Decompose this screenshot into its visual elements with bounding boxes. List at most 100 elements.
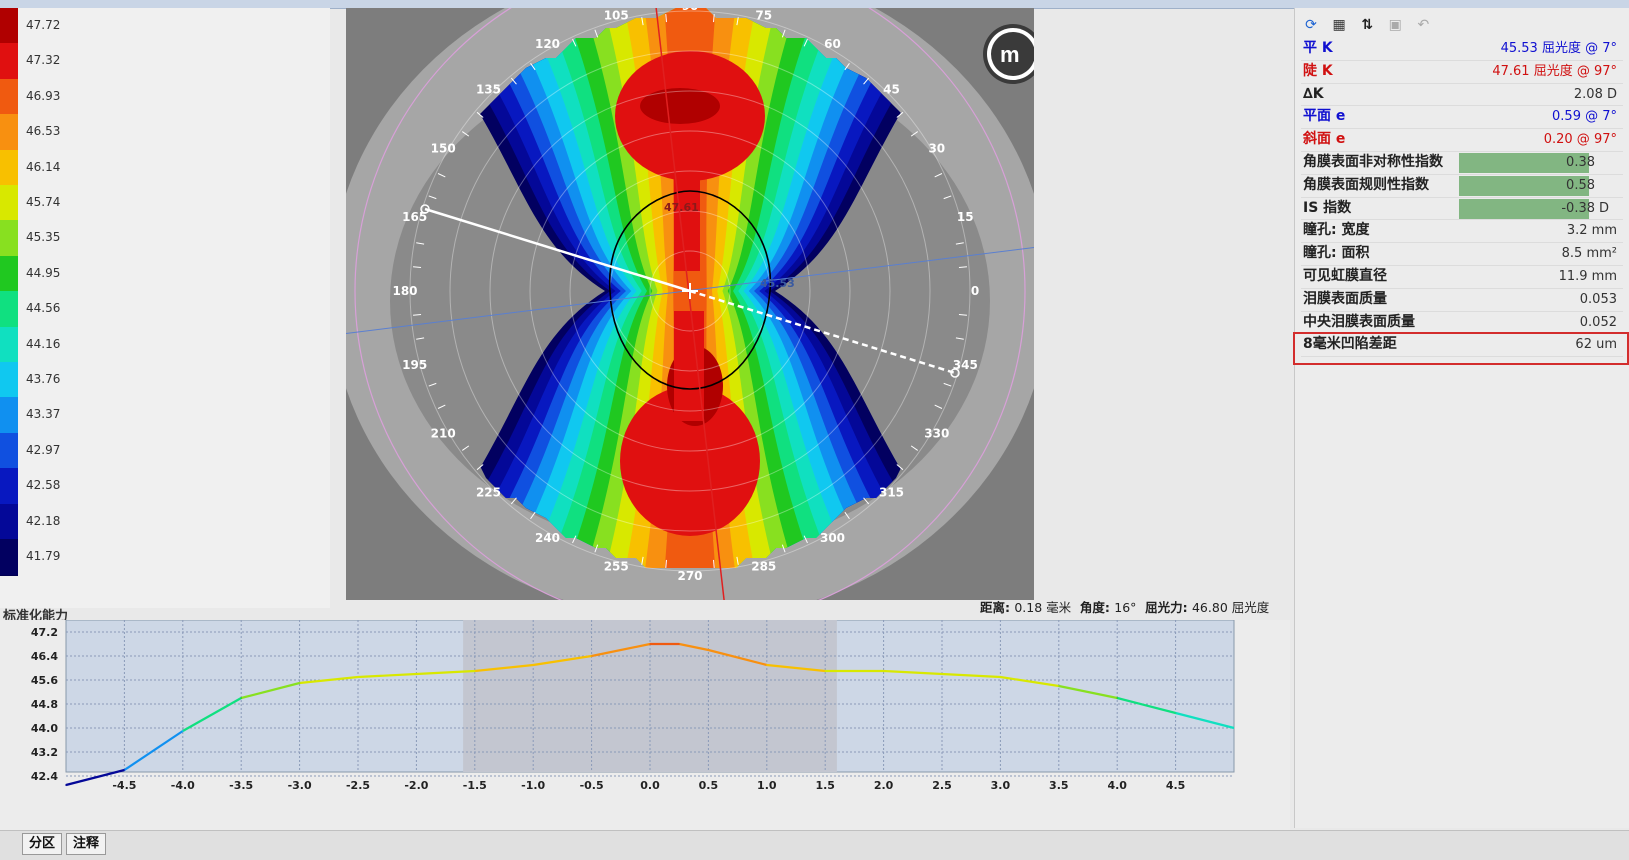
legend-entry: 42.18	[0, 503, 330, 541]
profile-point	[941, 673, 943, 675]
undo-icon[interactable]: ↶	[1417, 17, 1430, 33]
metrics-table: 平 K 45.53 屈光度 @ 7° 陡 K 47.61 屈光度 @ 97° ∆K 2.0…	[1293, 38, 1629, 366]
angle-label: 225	[476, 486, 501, 500]
metric-label: 角膜表面非对称性指数	[1303, 153, 1443, 170]
profile-point	[707, 649, 710, 651]
legend-value: 44.16	[26, 336, 61, 351]
legend-value: 42.58	[26, 478, 61, 493]
angle-label: 0	[971, 284, 979, 298]
x-tick-label: -1.0	[521, 779, 545, 792]
angle-label: 30	[928, 142, 945, 156]
profile-segment	[1058, 684, 1118, 700]
profile-point	[1174, 712, 1177, 714]
legend-value: 46.14	[26, 159, 61, 174]
metric-value: 2.08 D	[1573, 86, 1617, 102]
legend-value: 43.76	[26, 372, 61, 386]
profile-segment	[182, 697, 242, 732]
angle-label: 60	[824, 37, 841, 51]
legend-entry: 41.79	[0, 539, 330, 576]
profile-chart[interactable]: -4.5 -4.0 -3.5 -3.0 -2.5 -2.0 -1.5 -1.0 -0.5 0.0 0…	[0, 619, 1290, 830]
metric-bar	[1459, 152, 1589, 173]
metric-row: 8毫米凹陷差距 62 um	[1293, 332, 1629, 366]
x-tick-label: 3.0	[991, 779, 1011, 792]
legend-entry: 46.14	[0, 149, 330, 187]
legend-value: 44.56	[26, 301, 61, 316]
x-tick-label: -3.5	[229, 779, 253, 792]
angle-label: 75	[755, 9, 772, 23]
sort-icon[interactable]: ⇅	[1361, 17, 1374, 33]
x-tick-label: -1.5	[463, 779, 487, 792]
angle-label: 15	[957, 210, 974, 224]
angle-label: 90	[682, 8, 699, 13]
x-tick-label: 1.0	[757, 779, 777, 792]
tab-zones[interactable]: 分区	[22, 833, 63, 855]
angle-label: 135	[476, 82, 501, 96]
x-tick-label: 3.5	[1049, 779, 1069, 792]
metric-value: 0.59 @ 7°	[1552, 109, 1617, 125]
profile-point	[1116, 697, 1118, 699]
metric-label: 可见虹膜直径	[1303, 267, 1387, 284]
y-tick-label: 45.6	[31, 674, 58, 687]
legend-value: 41.79	[26, 549, 61, 563]
metric-value: 0.053	[1579, 291, 1617, 307]
topography-map[interactable]: 0 15 30 45 60 75 90 105 120 135 150 165 180 195 210 225…	[346, 8, 1034, 600]
metric-label: 8毫米凹陷差距	[1303, 336, 1397, 353]
legend-swatch	[0, 468, 18, 506]
x-tick-label: -3.0	[288, 779, 312, 792]
legend-swatch	[0, 291, 18, 329]
legend-value: 42.18	[26, 513, 61, 528]
metric-value: 11.9 mm	[1558, 268, 1617, 284]
angle-label: 285	[751, 559, 776, 573]
profile-point	[240, 697, 242, 699]
legend-swatch	[0, 432, 18, 470]
metric-row: 泪膜表面质量 0.053	[1301, 289, 1623, 312]
legend-entry: 45.35	[0, 220, 330, 258]
metric-value: 3.2 mm	[1566, 223, 1617, 239]
profile-point	[590, 655, 593, 657]
metric-row: 可见虹膜直径 11.9 mm	[1301, 266, 1623, 289]
x-tick-label: 4.0	[1107, 779, 1127, 792]
angle-label: 210	[431, 427, 456, 441]
legend-entry: 47.32	[0, 43, 330, 81]
legend-swatch	[0, 255, 18, 293]
x-tick-label: 4.5	[1166, 779, 1186, 792]
metric-row: 陡 K 47.61 屈光度 @ 97°	[1301, 61, 1623, 84]
profile-segment	[474, 663, 534, 673]
legend-entry: 46.53	[0, 114, 330, 152]
calendar-icon[interactable]: ▦	[1332, 17, 1346, 33]
legend-swatch	[0, 220, 18, 258]
angle-label: 330	[924, 427, 949, 441]
profile-segment	[941, 672, 1001, 679]
tab-notes[interactable]: 注释	[66, 833, 107, 855]
metric-label: IS 指数	[1303, 199, 1352, 216]
legend-swatch	[0, 43, 18, 81]
metric-label: 平面 e	[1303, 108, 1346, 125]
angle-label: 195	[402, 358, 427, 372]
metric-value: 47.61 屈光度 @ 97°	[1492, 63, 1617, 79]
metric-value: 8.5 mm²	[1561, 246, 1617, 262]
metric-row: 角膜表面非对称性指数 0.38	[1301, 152, 1623, 175]
x-tick-label: -2.0	[404, 779, 428, 792]
metric-label: 瞳孔: 面积	[1303, 245, 1370, 262]
profile-segment	[357, 672, 417, 679]
profile-segment	[1175, 711, 1235, 730]
metric-label: 角膜表面规则性指数	[1303, 176, 1429, 193]
metric-row: 平 K 45.53 屈光度 @ 7°	[1301, 38, 1623, 61]
metric-value: -0.38	[1561, 200, 1595, 216]
profile-segment	[123, 730, 184, 771]
save-icon[interactable]: ▣	[1388, 17, 1402, 33]
refresh-icon[interactable]: ⟳	[1305, 17, 1317, 33]
y-tick-label: 43.2	[31, 746, 58, 759]
distance-rings	[409, 10, 971, 572]
legend-swatch	[0, 539, 18, 576]
metric-label: 瞳孔: 宽度	[1303, 222, 1370, 239]
profile-segment	[591, 642, 651, 658]
power-value: 46.80 屈光度	[1191, 600, 1270, 615]
legend-swatch	[0, 149, 18, 187]
angle-label: 255	[604, 559, 629, 573]
x-tick-label: 2.0	[874, 779, 894, 792]
profile-point	[298, 682, 301, 684]
map-status-readout: 距离: 0.18 毫米 角度: 16° 屈光力: 46.80 屈光度	[980, 597, 1269, 616]
metric-label: 中央泪膜表面质量	[1303, 313, 1415, 330]
profile-point	[65, 784, 67, 786]
